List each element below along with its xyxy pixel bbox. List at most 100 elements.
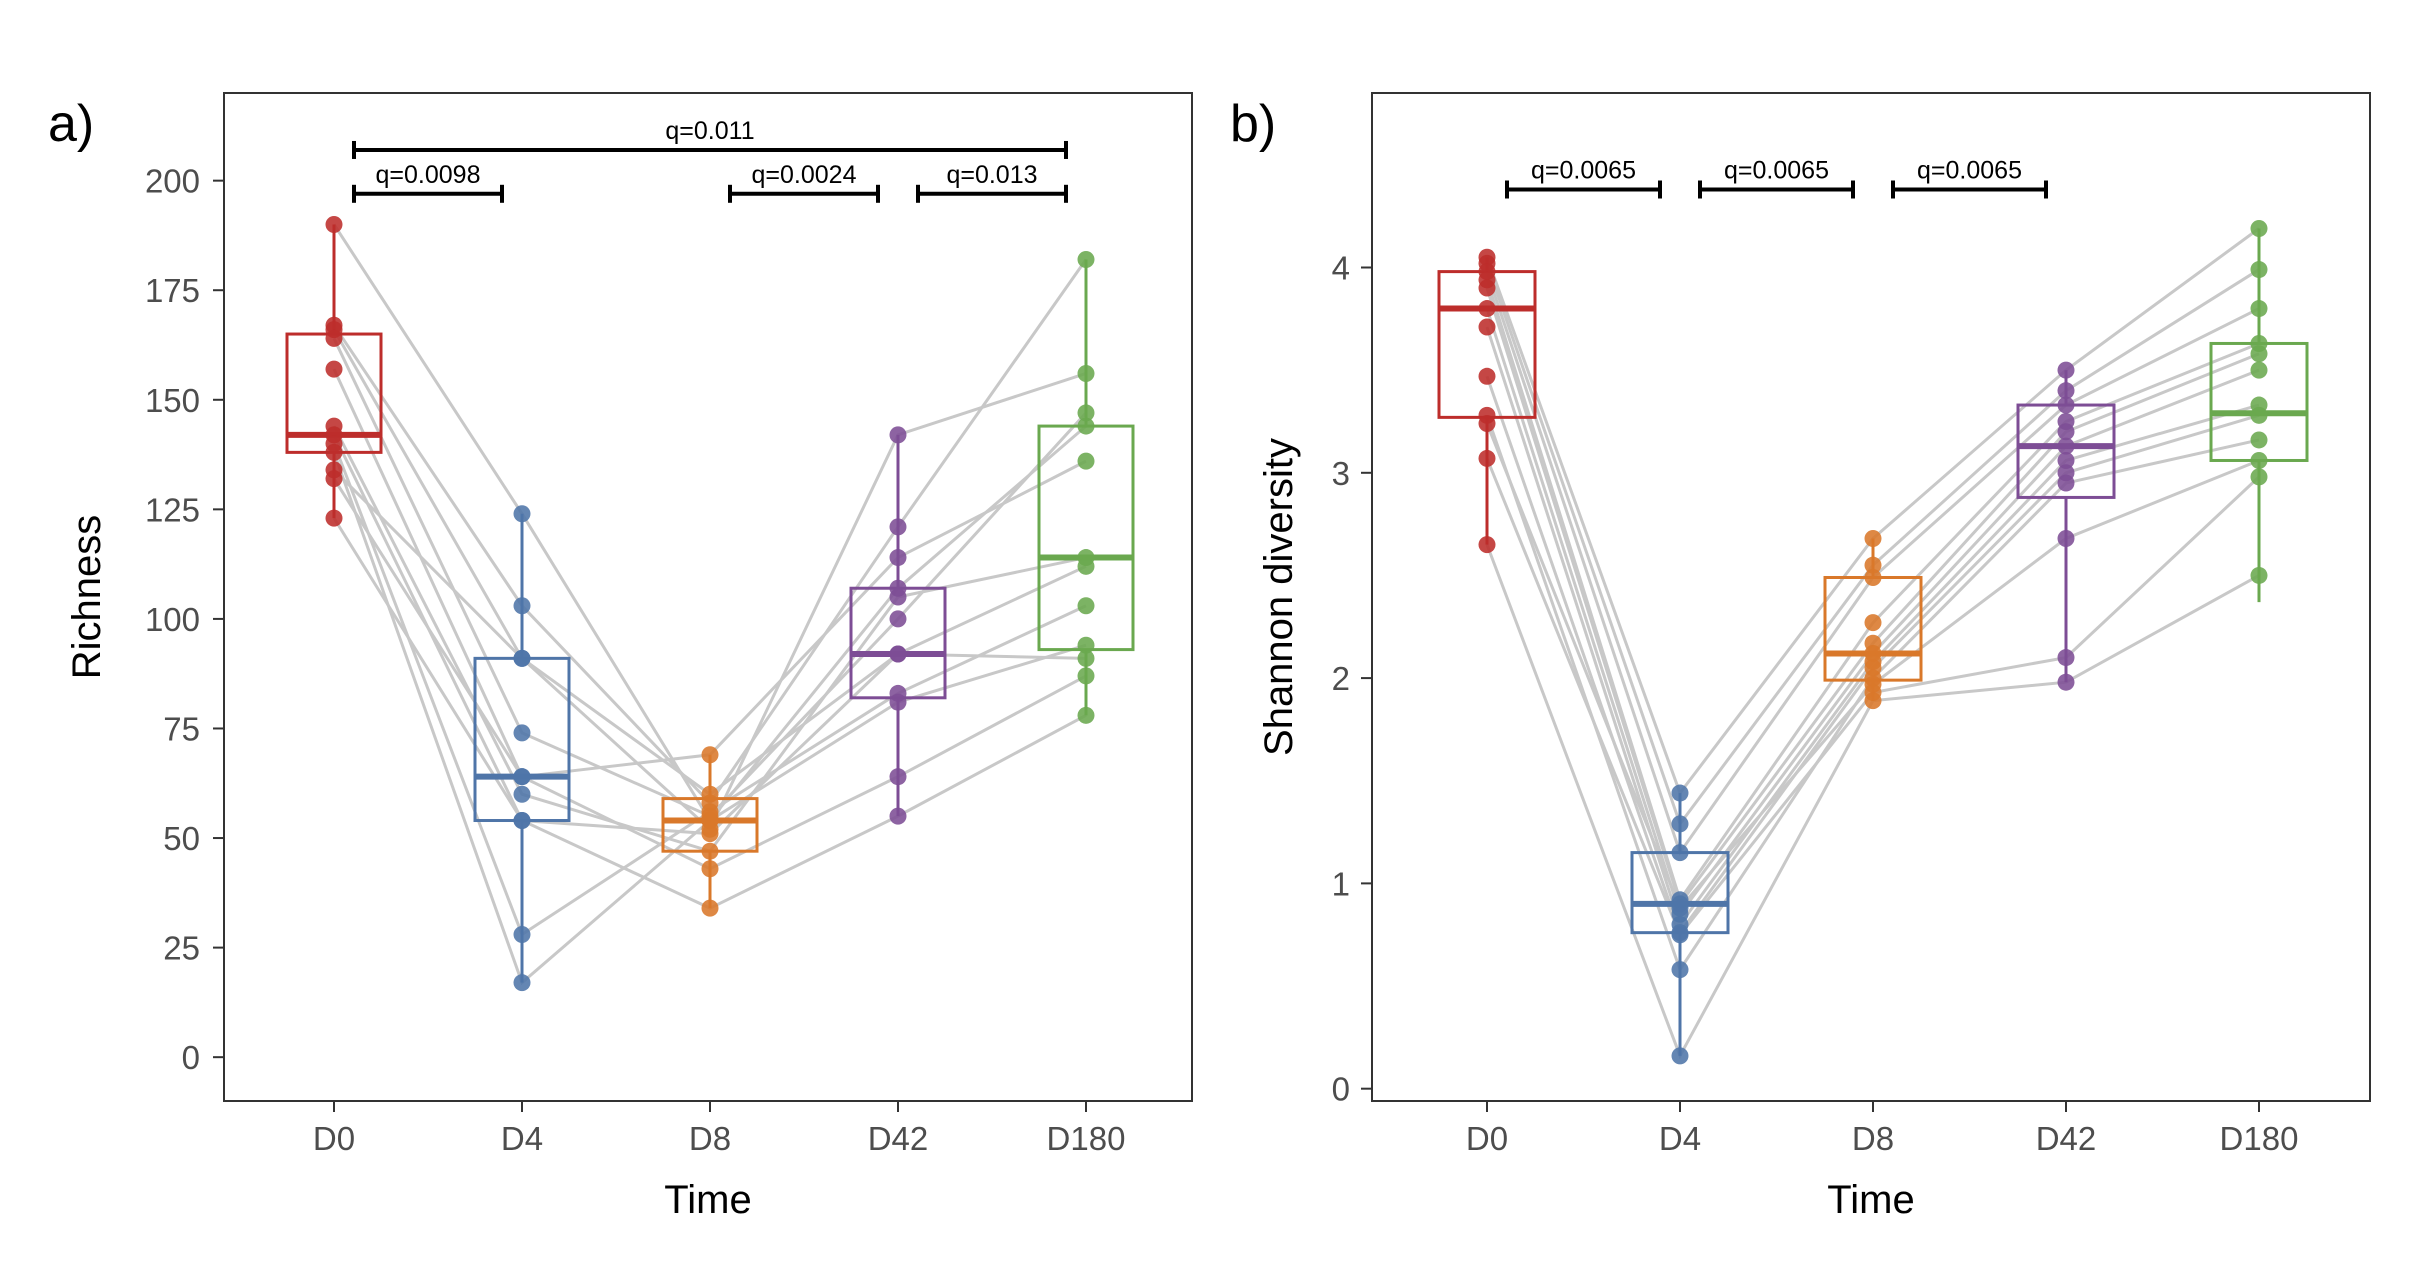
data-point — [513, 505, 531, 523]
significance-bracket: q=0.013 — [916, 161, 1068, 203]
data-point — [2250, 406, 2268, 424]
significance-label: q=0.0065 — [1724, 156, 1829, 184]
significance-label: q=0.0065 — [1917, 156, 2022, 184]
data-point — [513, 649, 531, 667]
y-tick-label: 0 — [182, 1039, 200, 1076]
data-point — [889, 645, 907, 663]
significance-bracket: q=0.0098 — [352, 161, 504, 203]
data-point — [2057, 361, 2075, 379]
data-point — [325, 360, 343, 378]
data-point — [1478, 536, 1496, 554]
data-point — [2057, 649, 2075, 667]
data-point — [325, 470, 343, 488]
significance-label: q=0.013 — [946, 161, 1037, 189]
data-point — [513, 974, 531, 992]
data-point — [889, 549, 907, 567]
plot-border — [1371, 92, 2371, 1102]
x-axis-title: Time — [1827, 1178, 1914, 1222]
data-point — [2250, 219, 2268, 237]
y-tick-label: 0 — [1332, 1071, 1350, 1108]
y-tick-label: 200 — [145, 163, 200, 200]
data-point — [1478, 300, 1496, 318]
data-point — [1077, 251, 1095, 269]
data-point — [2057, 474, 2075, 492]
data-point — [1864, 614, 1882, 632]
data-point — [1671, 899, 1689, 917]
significance-bracket: q=0.0024 — [728, 161, 880, 203]
y-tick-label: 75 — [163, 710, 200, 747]
data-point — [2250, 468, 2268, 486]
data-point — [889, 610, 907, 628]
x-axis-title: Time — [664, 1178, 751, 1222]
data-point — [701, 746, 719, 764]
data-point — [1478, 318, 1496, 336]
y-tick-label: 25 — [163, 930, 200, 967]
data-point — [1864, 529, 1882, 547]
data-point — [325, 443, 343, 461]
data-point — [1671, 926, 1689, 944]
data-point — [513, 724, 531, 742]
data-point — [1077, 557, 1095, 575]
x-tick-label: D4 — [501, 1120, 543, 1157]
data-point — [1671, 1047, 1689, 1065]
data-point — [325, 509, 343, 527]
data-point — [2057, 382, 2075, 400]
data-point — [1077, 706, 1095, 724]
data-point — [2250, 300, 2268, 318]
x-tick-label: D42 — [868, 1120, 929, 1157]
data-point — [325, 329, 343, 347]
data-point — [1478, 367, 1496, 385]
panel-b: b) 0 1 2 3 4 D0 D4 D8 D42 D180 Time Shannon diversit… — [1230, 92, 2371, 1222]
data-point — [2057, 423, 2075, 441]
y-tick-label: 100 — [145, 601, 200, 638]
x-tick-label: D180 — [2220, 1120, 2299, 1157]
data-point — [701, 812, 719, 830]
y-tick-label: 150 — [145, 382, 200, 419]
panel-a: a) 0 25 50 75 100 125 150 175 200 D0 D4 D8 D42 D180 Tim… — [48, 92, 1193, 1222]
data-point — [1671, 844, 1689, 862]
y-tick-label: 175 — [145, 272, 200, 309]
data-point — [1671, 784, 1689, 802]
data-point — [2057, 437, 2075, 455]
y-tick-label: 1 — [1332, 865, 1350, 902]
data-point — [513, 597, 531, 615]
data-point — [1077, 636, 1095, 654]
data-point — [2057, 451, 2075, 469]
data-point — [889, 693, 907, 711]
data-point — [513, 785, 531, 803]
data-point — [1478, 415, 1496, 433]
data-point — [1478, 449, 1496, 467]
significance-label: q=0.0024 — [752, 161, 857, 189]
y-tick-label: 3 — [1332, 455, 1350, 492]
data-point — [2250, 361, 2268, 379]
significance-bracket: q=0.0065 — [1698, 156, 1855, 199]
data-point — [2250, 261, 2268, 279]
subject-line — [332, 223, 1087, 824]
x-tick-label: D8 — [1852, 1120, 1894, 1157]
significance-bracket: q=0.011 — [352, 117, 1068, 159]
y-axis-title: Shannon diversity — [1257, 438, 1301, 756]
data-point — [1077, 364, 1095, 382]
x-tick-label: D42 — [2036, 1120, 2097, 1157]
data-point — [2250, 345, 2268, 363]
data-point — [701, 899, 719, 917]
y-axis-title: Richness — [65, 515, 109, 680]
x-tick-label: D180 — [1047, 1120, 1126, 1157]
data-point — [2057, 673, 2075, 691]
data-point — [1077, 417, 1095, 435]
data-point — [1864, 568, 1882, 586]
data-point — [1478, 279, 1496, 297]
data-point — [701, 842, 719, 860]
subject-line — [1485, 279, 2260, 904]
data-point — [701, 860, 719, 878]
y-tick-label: 125 — [145, 491, 200, 528]
data-point — [325, 215, 343, 233]
panel-label: a) — [48, 95, 94, 153]
data-point — [889, 768, 907, 786]
significance-label: q=0.0098 — [376, 161, 481, 189]
significance-bracket: q=0.0065 — [1891, 156, 2048, 199]
data-point — [701, 825, 719, 843]
x-tick-label: D0 — [313, 1120, 355, 1157]
data-point — [2057, 396, 2075, 414]
y-tick-label: 2 — [1332, 660, 1350, 697]
